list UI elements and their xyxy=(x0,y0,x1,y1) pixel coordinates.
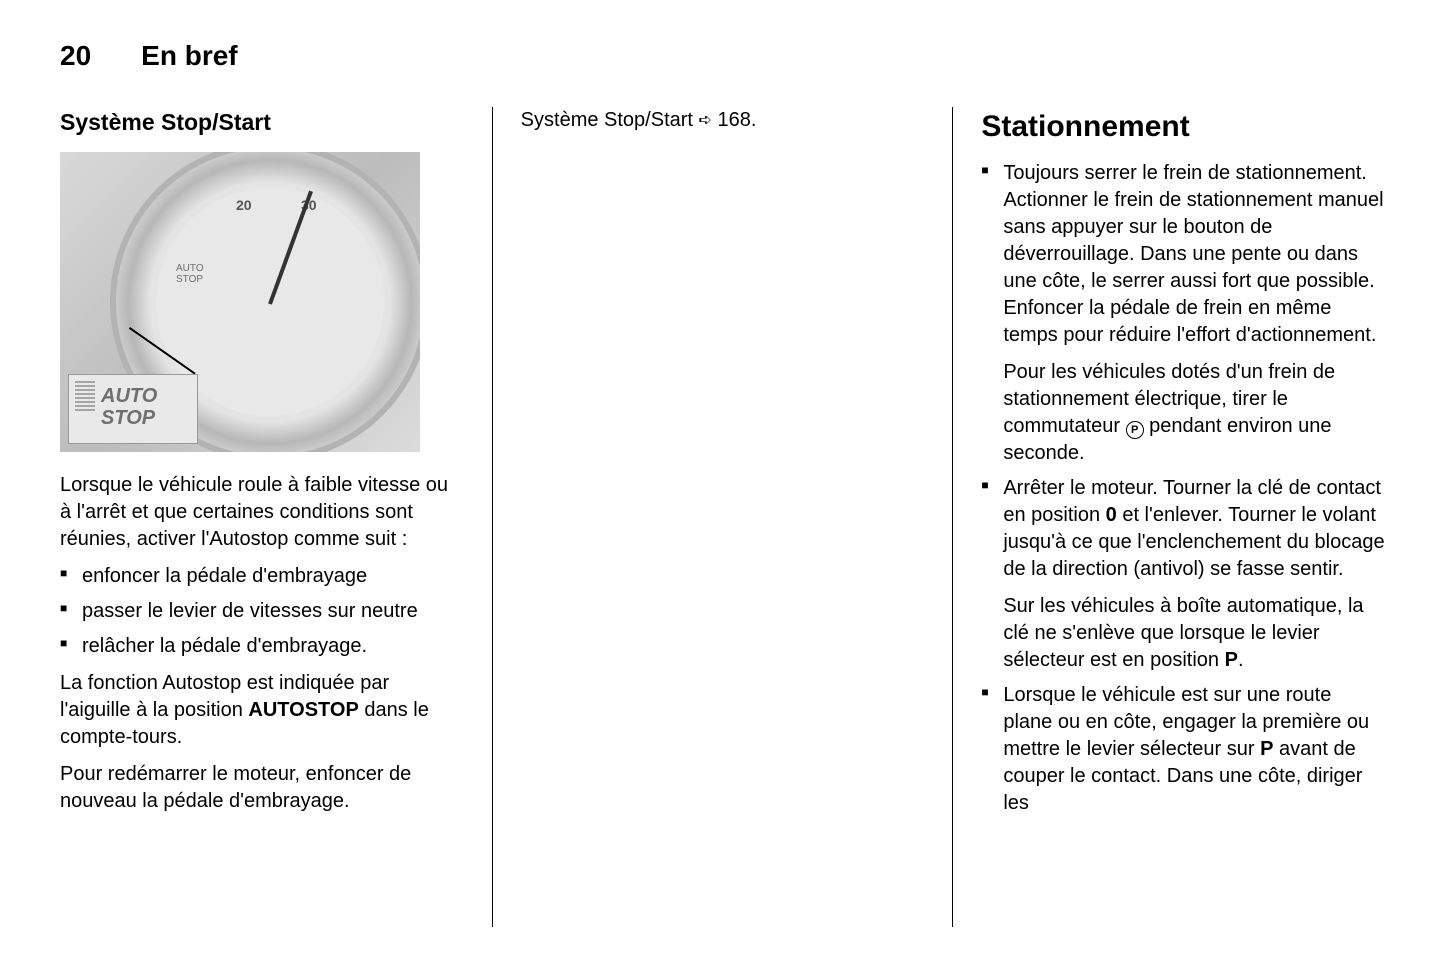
position-0-bold: 0 xyxy=(1106,504,1117,526)
list-item: passer le levier de vitesses sur neu­tre xyxy=(60,598,464,625)
restart-paragraph: Pour redémarrer le moteur, enfoncer de n… xyxy=(60,761,464,815)
text-fragment: Système Stop/Start xyxy=(521,109,699,131)
parking-brake-icon: P xyxy=(1126,421,1144,439)
text-fragment: Sur les véhicules à boîte automati­que, … xyxy=(1003,595,1363,671)
gauge-number-20: 20 xyxy=(236,196,252,215)
autostop-bold: AUTOSTOP xyxy=(248,699,358,721)
callout-box: AUTO STOP xyxy=(68,374,198,444)
page: 20 En bref Système Stop/Start 20 30 AUTO… xyxy=(0,0,1445,965)
autostop-steps-list: enfoncer la pédale d'embrayage passer le… xyxy=(60,563,464,660)
section-heading-stop-start: Système Stop/Start xyxy=(60,107,464,138)
list-item: relâcher la pédale d'embrayage. xyxy=(60,633,464,660)
cross-reference: Système Stop/Start ➪ 168. xyxy=(521,107,925,134)
text-fragment: 168. xyxy=(712,109,756,131)
column-3: Stationnement Toujours serrer le frein d… xyxy=(952,107,1385,927)
reference-arrow-icon: ➪ xyxy=(699,110,712,132)
list-item: enfoncer la pédale d'embrayage xyxy=(60,563,464,590)
position-p-bold: P xyxy=(1260,738,1273,760)
list-item: Lorsque le véhicule est sur une route pl… xyxy=(981,682,1385,817)
intro-paragraph: Lorsque le véhicule roule à faible vi­te… xyxy=(60,472,464,553)
sub-paragraph: Pour les véhicules dotés d'un frein de s… xyxy=(1003,359,1385,467)
content-columns: Système Stop/Start 20 30 AUTO STOP AUTO … xyxy=(60,107,1385,927)
callout-hatch xyxy=(75,379,95,439)
autostop-indicator-paragraph: La fonction Autostop est indiquée par l'… xyxy=(60,670,464,751)
list-item: Toujours serrer le frein de station­neme… xyxy=(981,160,1385,467)
callout-text: AUTO STOP xyxy=(101,385,157,429)
column-2: Système Stop/Start ➪ 168. xyxy=(492,107,953,927)
gauge-auto-stop-label: AUTO STOP xyxy=(176,263,204,285)
position-p-bold: P xyxy=(1225,649,1238,671)
text-fragment: . xyxy=(1238,649,1244,671)
section-heading-stationnement: Stationnement xyxy=(981,107,1385,148)
page-number: 20 xyxy=(60,40,91,72)
list-item: Arrêter le moteur. Tourner la clé de con… xyxy=(981,475,1385,674)
page-header: 20 En bref xyxy=(60,40,1385,72)
chapter-title: En bref xyxy=(141,40,237,72)
sub-paragraph: Sur les véhicules à boîte automati­que, … xyxy=(1003,593,1385,674)
text-fragment: Toujours serrer le frein de station­neme… xyxy=(1003,162,1383,346)
column-1: Système Stop/Start 20 30 AUTO STOP AUTO … xyxy=(60,107,492,927)
parking-list: Toujours serrer le frein de station­neme… xyxy=(981,160,1385,817)
figure-gauge: 20 30 AUTO STOP AUTO STOP xyxy=(60,152,420,452)
